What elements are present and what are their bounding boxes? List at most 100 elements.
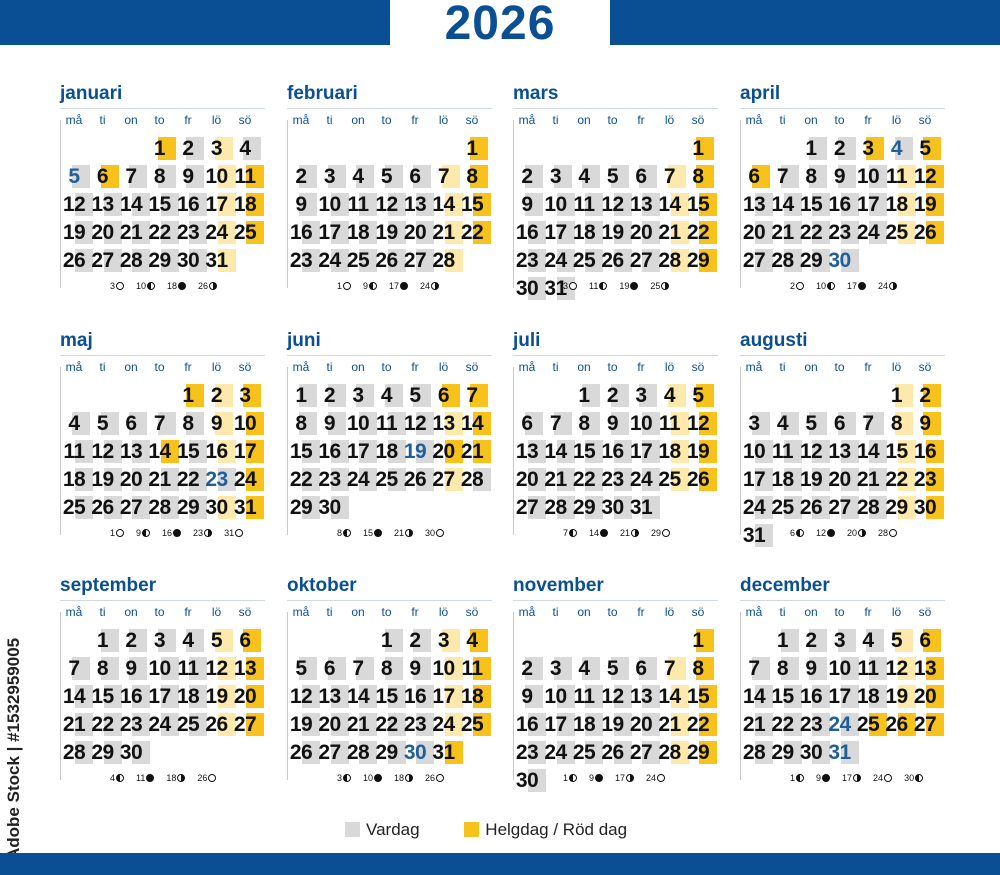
- day-cell[interactable]: 15: [684, 683, 717, 711]
- day-cell[interactable]: 23: [203, 466, 236, 494]
- day-cell[interactable]: 8: [89, 655, 119, 683]
- day-cell[interactable]: 10: [316, 191, 349, 219]
- day-cell[interactable]: 14: [769, 191, 802, 219]
- day-cell[interactable]: 30: [203, 494, 236, 522]
- day-cell[interactable]: 16: [174, 191, 207, 219]
- day-cell[interactable]: 13: [89, 191, 122, 219]
- day-cell[interactable]: 25: [458, 711, 491, 739]
- day-cell[interactable]: 31: [826, 739, 859, 767]
- day-cell[interactable]: 9: [797, 655, 827, 683]
- day-cell[interactable]: 7: [146, 410, 176, 438]
- day-cell[interactable]: 19: [373, 219, 406, 247]
- day-cell[interactable]: 6: [117, 410, 147, 438]
- day-cell[interactable]: 27: [430, 466, 463, 494]
- day-cell[interactable]: 26: [287, 739, 320, 767]
- day-cell[interactable]: 4: [344, 163, 374, 191]
- day-cell[interactable]: 16: [797, 683, 830, 711]
- day-cell[interactable]: 27: [911, 711, 944, 739]
- day-cell[interactable]: 8: [146, 163, 176, 191]
- day-cell[interactable]: 9: [826, 163, 856, 191]
- day-cell[interactable]: 15: [684, 191, 717, 219]
- day-cell[interactable]: 19: [883, 683, 916, 711]
- day-cell[interactable]: 14: [542, 438, 575, 466]
- day-cell[interactable]: 10: [231, 410, 264, 438]
- day-cell[interactable]: 6: [627, 655, 657, 683]
- day-cell[interactable]: 17: [316, 219, 349, 247]
- day-cell[interactable]: 31: [740, 522, 773, 550]
- day-cell[interactable]: 26: [599, 247, 632, 275]
- day-cell[interactable]: 16: [513, 219, 546, 247]
- day-cell[interactable]: 20: [826, 466, 859, 494]
- day-cell[interactable]: 22: [769, 711, 802, 739]
- day-cell[interactable]: 17: [542, 711, 575, 739]
- day-cell[interactable]: 2: [203, 382, 233, 410]
- day-cell[interactable]: 5: [287, 655, 317, 683]
- day-cell[interactable]: 4: [854, 627, 884, 655]
- day-cell[interactable]: 26: [599, 739, 632, 767]
- day-cell[interactable]: 7: [344, 655, 374, 683]
- day-cell[interactable]: 3: [826, 627, 856, 655]
- day-cell[interactable]: 11: [656, 410, 689, 438]
- day-cell[interactable]: 28: [60, 739, 93, 767]
- day-cell[interactable]: 24: [542, 247, 575, 275]
- day-cell[interactable]: 23: [316, 466, 349, 494]
- day-cell[interactable]: 3: [146, 627, 176, 655]
- day-cell[interactable]: 11: [174, 655, 207, 683]
- day-cell[interactable]: 19: [401, 438, 434, 466]
- day-cell[interactable]: 24: [316, 247, 349, 275]
- day-cell[interactable]: 30: [174, 247, 207, 275]
- day-cell[interactable]: 25: [373, 466, 406, 494]
- day-cell[interactable]: 26: [401, 466, 434, 494]
- day-cell[interactable]: 24: [203, 219, 236, 247]
- day-cell[interactable]: 8: [769, 655, 799, 683]
- day-cell[interactable]: 15: [797, 191, 830, 219]
- day-cell[interactable]: 9: [316, 410, 346, 438]
- day-cell[interactable]: 5: [401, 382, 431, 410]
- day-cell[interactable]: 7: [656, 163, 686, 191]
- day-cell[interactable]: 7: [60, 655, 90, 683]
- day-cell[interactable]: 19: [89, 466, 122, 494]
- day-cell[interactable]: 25: [231, 219, 264, 247]
- day-cell[interactable]: 1: [684, 627, 714, 655]
- day-cell[interactable]: 27: [401, 247, 434, 275]
- day-cell[interactable]: 21: [656, 219, 689, 247]
- day-cell[interactable]: 30: [117, 739, 150, 767]
- day-cell[interactable]: 20: [231, 683, 264, 711]
- day-cell[interactable]: 4: [458, 627, 488, 655]
- day-cell[interactable]: 23: [117, 711, 150, 739]
- day-cell[interactable]: 20: [89, 219, 122, 247]
- day-cell[interactable]: 26: [89, 494, 122, 522]
- day-cell[interactable]: 10: [627, 410, 660, 438]
- day-cell[interactable]: 23: [287, 247, 320, 275]
- day-cell[interactable]: 29: [373, 739, 406, 767]
- day-cell[interactable]: 27: [826, 494, 859, 522]
- day-cell[interactable]: 2: [316, 382, 346, 410]
- day-cell[interactable]: 24: [740, 494, 773, 522]
- day-cell[interactable]: 22: [883, 466, 916, 494]
- day-cell[interactable]: 7: [458, 382, 488, 410]
- day-cell[interactable]: 2: [174, 135, 204, 163]
- day-cell[interactable]: 7: [117, 163, 147, 191]
- day-cell[interactable]: 3: [344, 382, 374, 410]
- day-cell[interactable]: 3: [854, 135, 884, 163]
- day-cell[interactable]: 3: [231, 382, 261, 410]
- day-cell[interactable]: 29: [570, 494, 603, 522]
- day-cell[interactable]: 5: [883, 627, 913, 655]
- day-cell[interactable]: 1: [287, 382, 317, 410]
- day-cell[interactable]: 12: [911, 163, 944, 191]
- day-cell[interactable]: 13: [430, 410, 463, 438]
- day-cell[interactable]: 29: [797, 247, 830, 275]
- day-cell[interactable]: 22: [684, 219, 717, 247]
- day-cell[interactable]: 19: [287, 711, 320, 739]
- day-cell[interactable]: 4: [570, 163, 600, 191]
- day-cell[interactable]: 19: [684, 438, 717, 466]
- day-cell[interactable]: 1: [146, 135, 176, 163]
- day-cell[interactable]: 23: [401, 711, 434, 739]
- day-cell[interactable]: 23: [174, 219, 207, 247]
- day-cell[interactable]: 21: [769, 219, 802, 247]
- day-cell[interactable]: 27: [627, 247, 660, 275]
- day-cell[interactable]: 8: [373, 655, 403, 683]
- day-cell[interactable]: 30: [316, 494, 349, 522]
- day-cell[interactable]: 18: [344, 219, 377, 247]
- day-cell[interactable]: 25: [883, 219, 916, 247]
